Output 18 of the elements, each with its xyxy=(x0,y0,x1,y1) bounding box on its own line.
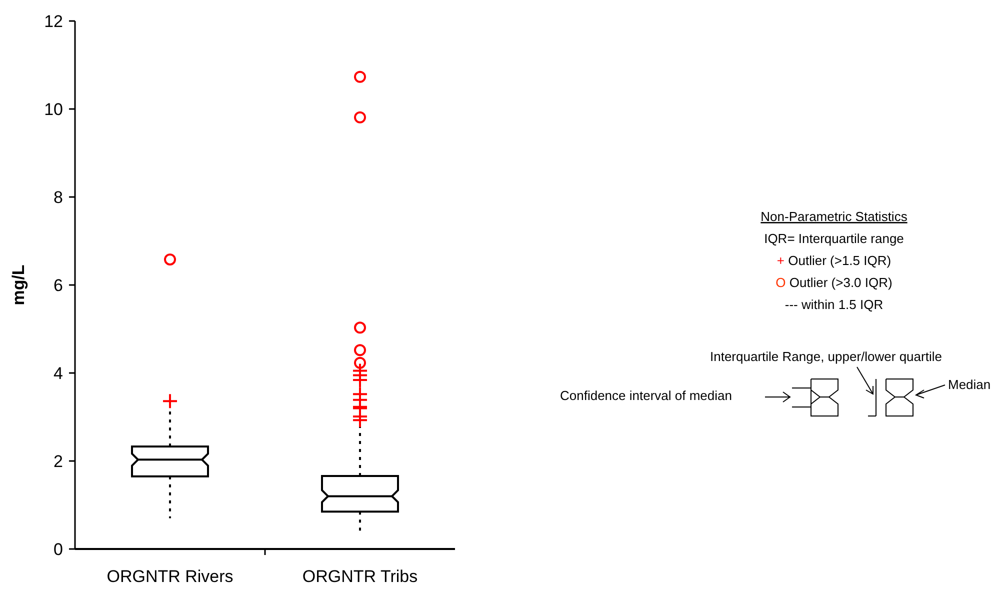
y-tick-label: 2 xyxy=(54,452,63,471)
y-tick-label: 4 xyxy=(54,364,63,383)
y-tick-label: 12 xyxy=(44,12,63,31)
text: Median xyxy=(948,377,991,392)
text: Confidence interval of median xyxy=(560,388,732,403)
text: O Outlier (>3.0 IQR) xyxy=(776,275,892,290)
y-axis-title: mg/L xyxy=(9,264,28,306)
y-tick-label: 8 xyxy=(54,188,63,207)
text: --- within 1.5 IQR xyxy=(784,297,884,312)
y-tick-label: 10 xyxy=(44,100,63,119)
text: + Outlier (>1.5 IQR) xyxy=(776,253,892,268)
x-tick-label: ORGNTR Tribs xyxy=(302,567,418,586)
y-tick-label: 6 xyxy=(54,276,63,295)
y-tick-label: 0 xyxy=(54,540,63,559)
text: Non-Parametric Statistics xyxy=(760,209,908,224)
text: Interquartile Range, upper/lower quartile xyxy=(710,349,942,364)
x-tick-label: ORGNTR Rivers xyxy=(106,567,234,586)
text: IQR= Interquartile range xyxy=(764,231,904,246)
